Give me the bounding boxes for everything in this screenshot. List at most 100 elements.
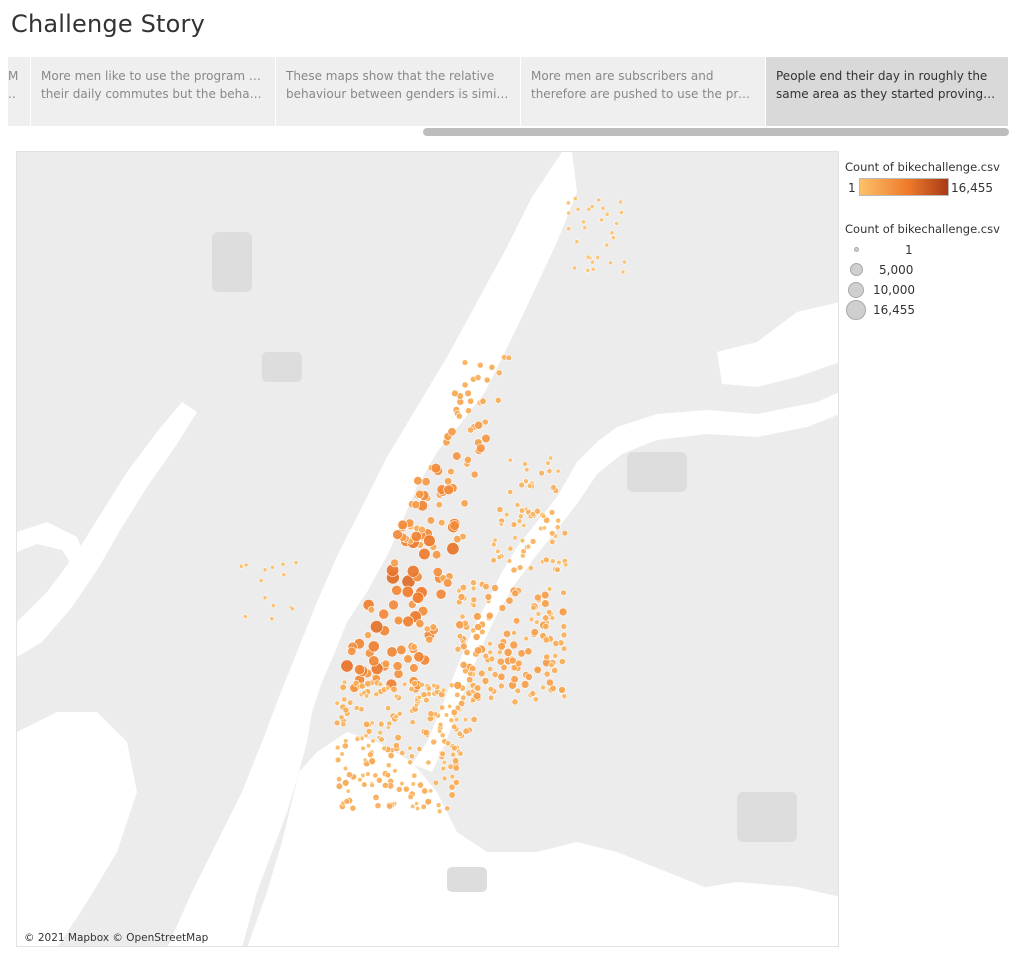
station-dot[interactable]	[416, 694, 422, 701]
station-dot[interactable]	[339, 751, 345, 757]
station-dot[interactable]	[385, 724, 391, 730]
station-dot[interactable]	[546, 468, 553, 474]
station-dot[interactable]	[459, 661, 468, 669]
station-dot[interactable]	[519, 552, 526, 559]
station-dot[interactable]	[395, 786, 403, 793]
station-dot[interactable]	[360, 745, 366, 751]
station-dot[interactable]	[360, 772, 366, 779]
station-dot[interactable]	[366, 743, 372, 749]
station-dot[interactable]	[281, 572, 287, 578]
station-dot[interactable]	[479, 628, 486, 636]
station-dot[interactable]	[447, 703, 453, 709]
station-dot[interactable]	[342, 706, 350, 714]
station-dot[interactable]	[368, 757, 376, 765]
station-dot[interactable]	[507, 545, 514, 552]
station-dot[interactable]	[450, 708, 458, 716]
station-dot[interactable]	[385, 705, 392, 712]
story-point-1[interactable]: M ..	[8, 57, 31, 126]
station-dot[interactable]	[396, 710, 403, 717]
station-dot[interactable]	[432, 779, 440, 787]
station-dot[interactable]	[413, 476, 423, 486]
station-dot[interactable]	[452, 451, 462, 461]
station-dot[interactable]	[560, 589, 567, 596]
station-dot[interactable]	[421, 477, 431, 487]
station-dot[interactable]	[560, 645, 568, 652]
station-dot[interactable]	[456, 633, 464, 640]
station-dot[interactable]	[474, 374, 482, 381]
station-dot[interactable]	[407, 759, 413, 766]
station-dot[interactable]	[435, 802, 442, 808]
station-dot[interactable]	[474, 646, 483, 655]
station-dot[interactable]	[454, 704, 462, 711]
station-dot[interactable]	[435, 588, 447, 600]
station-dot[interactable]	[609, 230, 615, 236]
station-dot[interactable]	[364, 693, 370, 699]
station-dot[interactable]	[280, 561, 286, 567]
station-dot[interactable]	[548, 509, 556, 516]
station-dot[interactable]	[463, 455, 472, 464]
station-dot[interactable]	[508, 656, 517, 665]
station-dot[interactable]	[585, 254, 591, 260]
station-dot[interactable]	[270, 603, 276, 608]
station-dot[interactable]	[372, 793, 380, 801]
station-dot[interactable]	[342, 779, 350, 787]
station-dot[interactable]	[465, 407, 472, 415]
station-dot[interactable]	[614, 221, 619, 226]
station-dot[interactable]	[620, 269, 626, 275]
station-dot[interactable]	[530, 628, 539, 637]
station-dot[interactable]	[378, 608, 390, 620]
station-dot[interactable]	[496, 657, 505, 666]
station-dot[interactable]	[590, 259, 595, 265]
station-dot[interactable]	[365, 771, 371, 777]
station-dot[interactable]	[384, 771, 392, 779]
station-dot[interactable]	[454, 645, 462, 653]
map-canvas[interactable]: © 2021 Mapbox © OpenStreetMap	[17, 152, 839, 947]
station-dot[interactable]	[452, 757, 460, 765]
story-point-4[interactable]: More men are subscribers and therefore a…	[521, 57, 766, 126]
map-view[interactable]: © 2021 Mapbox © OpenStreetMap	[16, 151, 839, 947]
station-dot[interactable]	[338, 714, 345, 721]
station-dot[interactable]	[435, 501, 443, 509]
station-dot[interactable]	[548, 455, 554, 461]
station-dot[interactable]	[546, 586, 553, 592]
station-dot[interactable]	[476, 443, 486, 453]
station-dot[interactable]	[269, 564, 275, 570]
station-dot[interactable]	[341, 696, 348, 703]
station-dot[interactable]	[543, 670, 551, 678]
station-dot[interactable]	[440, 765, 447, 772]
navigator-scrollbar-thumb[interactable]	[423, 128, 1009, 136]
station-dot[interactable]	[503, 647, 513, 657]
station-dot[interactable]	[431, 682, 437, 689]
station-dot[interactable]	[511, 698, 519, 706]
station-dot[interactable]	[370, 738, 376, 744]
station-dot[interactable]	[516, 518, 523, 525]
station-dot[interactable]	[415, 619, 425, 629]
station-dot[interactable]	[464, 389, 472, 398]
station-dot[interactable]	[443, 712, 450, 718]
station-dot[interactable]	[450, 744, 458, 752]
station-dot[interactable]	[411, 680, 419, 687]
station-dot[interactable]	[453, 535, 462, 544]
station-dot[interactable]	[500, 663, 508, 672]
station-dot[interactable]	[467, 397, 475, 405]
station-dot[interactable]	[549, 615, 556, 621]
station-dot[interactable]	[378, 721, 385, 728]
station-dot[interactable]	[510, 675, 519, 684]
station-dot[interactable]	[378, 736, 385, 743]
station-dot[interactable]	[449, 520, 460, 531]
station-dot[interactable]	[488, 655, 496, 663]
station-dot[interactable]	[451, 723, 458, 730]
station-dot[interactable]	[483, 376, 491, 384]
station-dot[interactable]	[561, 529, 569, 537]
station-dot[interactable]	[540, 590, 550, 600]
station-dot[interactable]	[415, 489, 425, 499]
navigator-scrollbar[interactable]	[423, 128, 1009, 136]
station-dot[interactable]	[392, 661, 403, 671]
station-dot[interactable]	[409, 719, 416, 726]
station-dot[interactable]	[402, 681, 408, 687]
station-dot[interactable]	[622, 259, 627, 265]
station-dot[interactable]	[402, 615, 415, 628]
station-dot[interactable]	[566, 200, 571, 206]
station-dot[interactable]	[422, 728, 430, 737]
station-dot[interactable]	[399, 749, 406, 756]
